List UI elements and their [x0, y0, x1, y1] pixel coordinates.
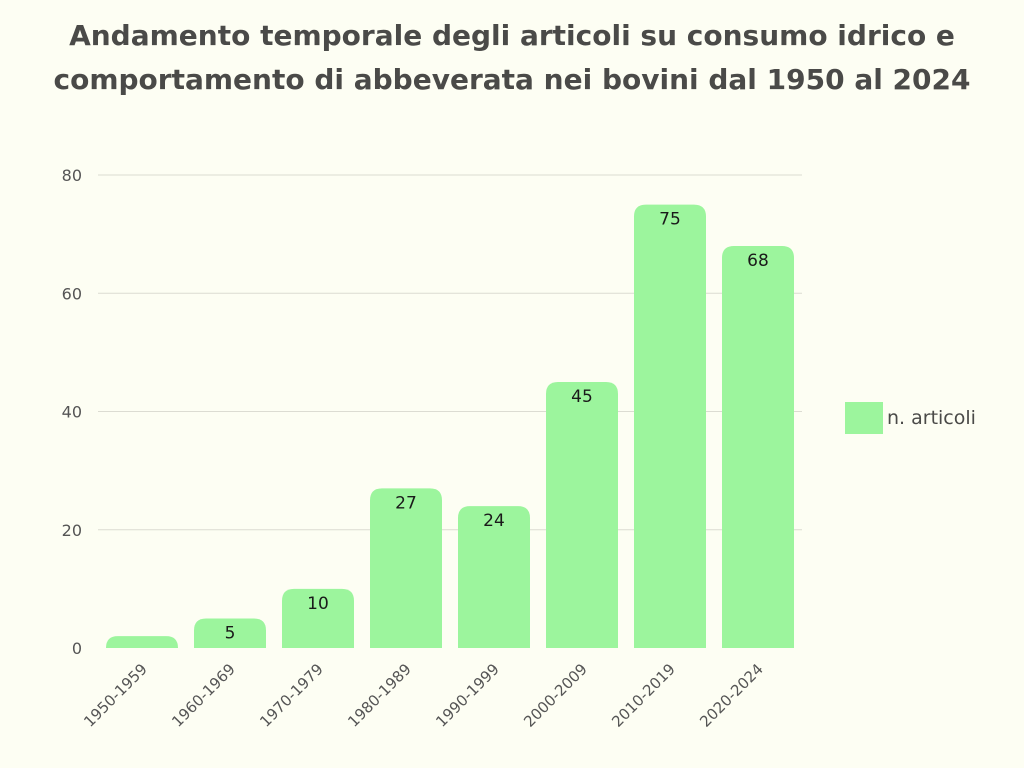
legend-label: n. articoli [887, 407, 976, 429]
y-tick-label: 0 [72, 639, 82, 658]
bar [370, 488, 442, 648]
bar [282, 588, 354, 648]
x-tick-label: 2010-2019 [608, 660, 679, 731]
x-tick-label: 1990-1999 [432, 660, 503, 731]
y-tick-label: 20 [62, 521, 82, 540]
x-tick-label: 1950-1959 [80, 660, 151, 731]
y-tick-label: 80 [62, 166, 82, 185]
data-label: 5 [225, 623, 236, 643]
chart-title-line-2: comportamento di abbeverata nei bovini d… [53, 63, 971, 96]
x-tick-label: 2000-2009 [520, 660, 591, 731]
bar [194, 618, 266, 648]
bar [458, 506, 530, 648]
bar [722, 245, 794, 648]
data-label: 68 [747, 251, 769, 271]
chart-title-line-1: Andamento temporale degli articoli su co… [69, 19, 955, 52]
y-tick-label: 60 [62, 284, 82, 303]
x-tick-label: 1970-1979 [256, 660, 327, 731]
data-label: 27 [395, 493, 417, 513]
chart-title: Andamento temporale degli articoli su co… [40, 14, 984, 102]
bar [546, 381, 618, 648]
legend-swatch [845, 402, 883, 434]
legend: n. articoli [845, 402, 976, 434]
y-tick-label: 40 [62, 403, 82, 422]
x-tick-label: 1980-1989 [344, 660, 415, 731]
data-label: 24 [483, 511, 505, 531]
x-tick-label: 1960-1969 [168, 660, 239, 731]
data-label: 75 [659, 210, 681, 230]
bar [106, 636, 178, 648]
bar [634, 204, 706, 648]
data-label: 10 [307, 594, 329, 614]
x-tick-label: 2020-2024 [696, 660, 767, 731]
data-label: 45 [571, 387, 593, 407]
